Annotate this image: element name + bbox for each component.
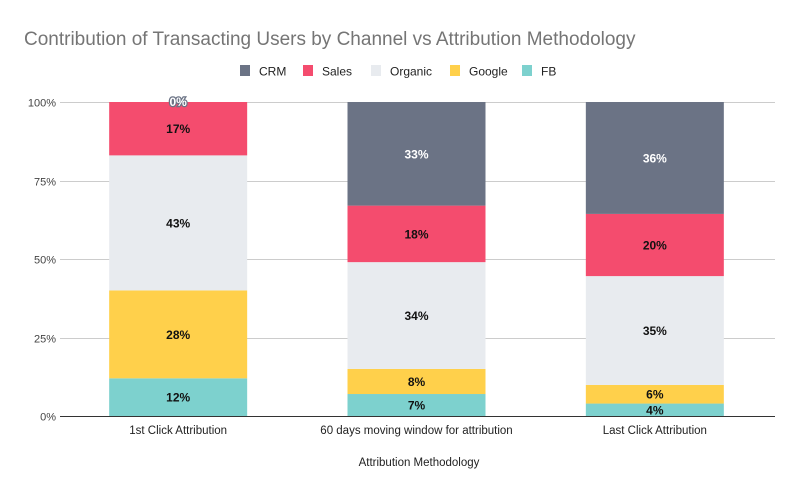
y-tick-label: 25% <box>34 334 56 346</box>
bar-segment-organic[interactable] <box>347 262 486 369</box>
bar-segment-fb[interactable] <box>347 394 486 416</box>
data-label-organic: 43% <box>166 216 190 230</box>
bar-segment-organic[interactable] <box>585 276 724 385</box>
legend-item-crm[interactable]: CRM <box>240 65 286 79</box>
legend-label: Sales <box>322 65 352 79</box>
legend-label: Organic <box>390 65 432 79</box>
legend-item-organic[interactable]: Organic <box>371 65 432 79</box>
x-tick-label: 60 days moving window for attribution <box>320 425 512 437</box>
legend-swatch <box>371 65 381 76</box>
data-label-crm: 33% <box>404 147 428 161</box>
data-label-google: 28% <box>166 328 190 342</box>
bar-segment-google[interactable] <box>109 290 248 379</box>
data-label-google: 6% <box>646 388 664 402</box>
legend-swatch <box>303 65 313 76</box>
y-axis-ticks: 0% 25% 50% 75% 100% <box>28 98 56 424</box>
x-axis-tick-labels: 1st Click Attribution 60 days moving wind… <box>129 425 707 437</box>
bar-segment-fb[interactable] <box>109 378 248 416</box>
x-axis-title: Attribution Methodology <box>359 457 480 469</box>
data-label-sales: 18% <box>404 227 428 241</box>
bar-segment-sales[interactable] <box>585 213 724 277</box>
bars <box>109 102 724 416</box>
data-label-crm: 0% <box>169 95 187 109</box>
legend-swatch <box>240 65 250 76</box>
y-tick-label: 100% <box>28 98 56 110</box>
legend: CRM Sales Organic Google FB <box>240 65 556 79</box>
chart-title: Contribution of Transacting Users by Cha… <box>24 29 636 50</box>
bar-segment-sales[interactable] <box>347 205 486 263</box>
data-label-organic: 34% <box>404 309 428 323</box>
y-tick-label: 75% <box>34 177 56 189</box>
legend-swatch <box>450 65 460 76</box>
bar-segment-google[interactable] <box>347 368 486 395</box>
legend-label: FB <box>541 65 556 79</box>
bar-segment-crm[interactable] <box>585 102 724 214</box>
bar-segment-fb[interactable] <box>585 403 724 416</box>
y-tick-label: 0% <box>40 412 56 424</box>
legend-label: CRM <box>259 65 286 79</box>
data-label-fb: 4% <box>646 403 664 417</box>
data-label-organic: 35% <box>643 324 667 338</box>
x-tick-label: 1st Click Attribution <box>129 425 227 437</box>
legend-swatch <box>522 65 532 76</box>
y-tick-label: 50% <box>34 255 56 267</box>
legend-label: Google <box>469 65 508 79</box>
data-label-fb: 7% <box>408 399 426 413</box>
x-tick-label: Last Click Attribution <box>603 425 707 437</box>
legend-item-sales[interactable]: Sales <box>303 65 352 79</box>
legend-item-google[interactable]: Google <box>450 65 508 79</box>
bar-segment-sales[interactable] <box>109 102 248 156</box>
data-label-google: 8% <box>408 375 426 389</box>
data-label-sales: 17% <box>166 122 190 136</box>
data-label-fb: 12% <box>166 391 190 405</box>
data-label-sales: 20% <box>643 239 667 253</box>
bar-segment-crm[interactable] <box>347 102 486 206</box>
data-label-crm: 36% <box>643 151 667 165</box>
bar-segment-google[interactable] <box>585 384 724 404</box>
bar-segment-organic[interactable] <box>109 155 248 291</box>
data-labels: 12% 28% 43% 17% 0% 7% 8% 34% 18% 33% 4%6% 35% 20% 36% <box>166 94 667 418</box>
legend-item-fb[interactable]: FB <box>522 65 556 79</box>
